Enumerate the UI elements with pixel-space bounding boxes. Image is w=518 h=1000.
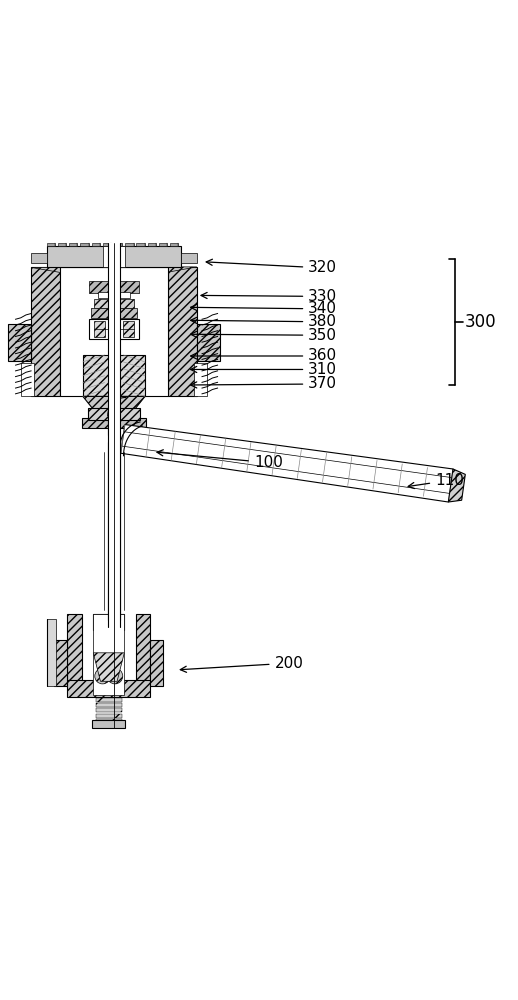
Bar <box>114 243 122 246</box>
Bar <box>92 243 100 246</box>
Bar <box>92 720 125 728</box>
Bar <box>103 246 125 267</box>
Bar <box>123 321 134 337</box>
Bar <box>108 442 120 620</box>
Polygon shape <box>83 396 145 409</box>
Bar <box>93 614 124 630</box>
Bar <box>136 614 150 681</box>
Bar <box>60 267 168 396</box>
Polygon shape <box>93 653 124 681</box>
Bar <box>47 619 56 686</box>
Bar <box>67 680 150 697</box>
Bar <box>159 243 167 246</box>
Bar <box>94 299 134 308</box>
Bar <box>83 355 145 396</box>
Bar <box>67 614 82 681</box>
Text: 360: 360 <box>191 348 337 363</box>
Bar <box>94 321 105 337</box>
Bar <box>88 408 140 420</box>
Bar <box>170 243 179 246</box>
Text: 320: 320 <box>206 259 337 275</box>
Bar <box>181 253 197 263</box>
Bar <box>197 324 220 361</box>
Bar <box>98 292 130 298</box>
Bar <box>21 363 34 396</box>
Bar <box>168 267 197 396</box>
Bar <box>103 243 111 246</box>
Circle shape <box>107 668 123 684</box>
Bar <box>80 243 89 246</box>
Polygon shape <box>121 425 455 502</box>
Polygon shape <box>449 469 465 502</box>
Bar <box>89 281 139 293</box>
Bar <box>31 267 60 396</box>
Bar <box>96 724 122 728</box>
Circle shape <box>95 668 110 684</box>
Text: 350: 350 <box>191 328 337 343</box>
Bar <box>125 243 134 246</box>
Text: 310: 310 <box>191 362 337 377</box>
Bar <box>93 614 124 695</box>
Text: 100: 100 <box>157 450 283 470</box>
Polygon shape <box>125 267 197 272</box>
Bar <box>148 243 156 246</box>
Bar <box>150 640 163 686</box>
Bar <box>108 243 120 627</box>
Polygon shape <box>31 267 103 272</box>
Text: 300: 300 <box>465 313 497 331</box>
Bar <box>136 243 145 246</box>
Text: 340: 340 <box>191 301 337 316</box>
Bar <box>31 253 47 263</box>
Text: 330: 330 <box>201 289 337 304</box>
Bar <box>8 324 31 361</box>
Bar <box>69 243 78 246</box>
Bar <box>96 708 122 712</box>
Text: 200: 200 <box>180 656 304 672</box>
Bar <box>58 243 66 246</box>
Bar <box>47 243 55 246</box>
Bar <box>47 246 181 267</box>
Bar <box>194 363 207 396</box>
Bar <box>54 640 67 686</box>
Bar <box>109 243 119 267</box>
Text: 370: 370 <box>191 376 337 391</box>
Bar <box>96 714 122 718</box>
Text: 110: 110 <box>408 473 464 489</box>
Bar <box>89 319 139 339</box>
Bar <box>91 308 137 318</box>
Bar <box>96 719 122 723</box>
Bar <box>82 418 146 428</box>
Text: 380: 380 <box>191 314 337 329</box>
Bar <box>96 703 122 707</box>
Bar <box>96 698 122 702</box>
